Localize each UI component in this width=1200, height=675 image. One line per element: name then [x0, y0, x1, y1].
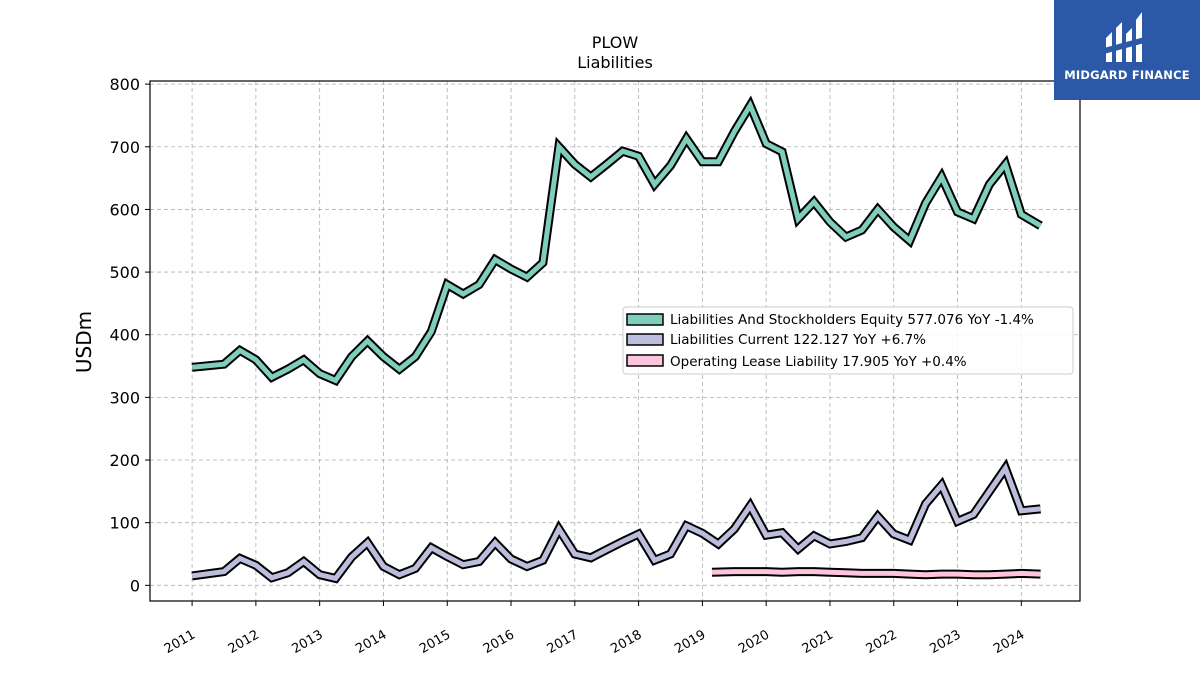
- y-axis-ticks: 0 100 200 300 400 500 600 700 800: [109, 75, 150, 595]
- x-tick-label: 2022: [864, 627, 900, 657]
- y-axis-label: USDm: [72, 311, 96, 373]
- legend-label-lease: Operating Lease Liability 17.905 YoY +0.…: [670, 354, 967, 370]
- y-tick-label: 0: [130, 576, 140, 595]
- logo-mark-icon: [1104, 12, 1148, 62]
- x-tick-label: 2018: [608, 627, 644, 657]
- legend-swatch-current: [626, 333, 664, 346]
- y-tick-label: 100: [109, 514, 140, 533]
- series-line-current: [191, 462, 1041, 582]
- legend-box: [622, 306, 1074, 375]
- y-tick-label: 300: [109, 388, 140, 407]
- x-tick-label: 2024: [991, 627, 1027, 657]
- y-tick-label: 700: [109, 138, 140, 157]
- x-tick-label: 2017: [545, 627, 581, 657]
- x-tick-label: 2021: [800, 627, 836, 657]
- plot-frame: [149, 80, 1081, 602]
- x-tick-label: 2012: [226, 627, 262, 657]
- y-tick-label: 800: [109, 75, 140, 94]
- x-tick-label: 2023: [927, 627, 963, 657]
- x-tick-label: 2015: [417, 627, 453, 657]
- legend-label-current: Liabilities Current 122.127 YoY +6.7%: [670, 332, 926, 348]
- y-tick-label: 200: [109, 451, 140, 470]
- x-tick-label: 2013: [290, 627, 326, 657]
- x-tick-label: 2014: [353, 627, 389, 657]
- x-axis-ticks: 2011 2012 2013 2014 2015 2016 2017 2018 2019 2020…: [162, 601, 1027, 657]
- series-lines: [191, 95, 1043, 584]
- legend-swatch-equity: [626, 313, 664, 326]
- y-tick-label: 400: [109, 326, 140, 345]
- x-tick-label: 2016: [481, 627, 517, 657]
- x-tick-label: 2011: [162, 627, 198, 657]
- y-tick-label: 600: [109, 200, 140, 219]
- legend: Liabilities And Stockholders Equity 577.…: [622, 306, 1074, 375]
- y-tick-label: 500: [109, 263, 140, 282]
- brand-name: MIDGARD FINANCE: [1064, 68, 1190, 82]
- series-line-lease: [711, 569, 1041, 578]
- series-line-equity: [191, 99, 1042, 384]
- legend-swatch-lease: [626, 354, 664, 367]
- chart-subtitle: Liabilities: [577, 53, 653, 72]
- x-tick-label: 2019: [672, 627, 708, 657]
- x-tick-label: 2020: [736, 627, 772, 657]
- legend-label-equity: Liabilities And Stockholders Equity 577.…: [670, 312, 1034, 328]
- brand-logo: MIDGARD FINANCE: [1054, 0, 1200, 100]
- chart-title: PLOW: [592, 33, 639, 52]
